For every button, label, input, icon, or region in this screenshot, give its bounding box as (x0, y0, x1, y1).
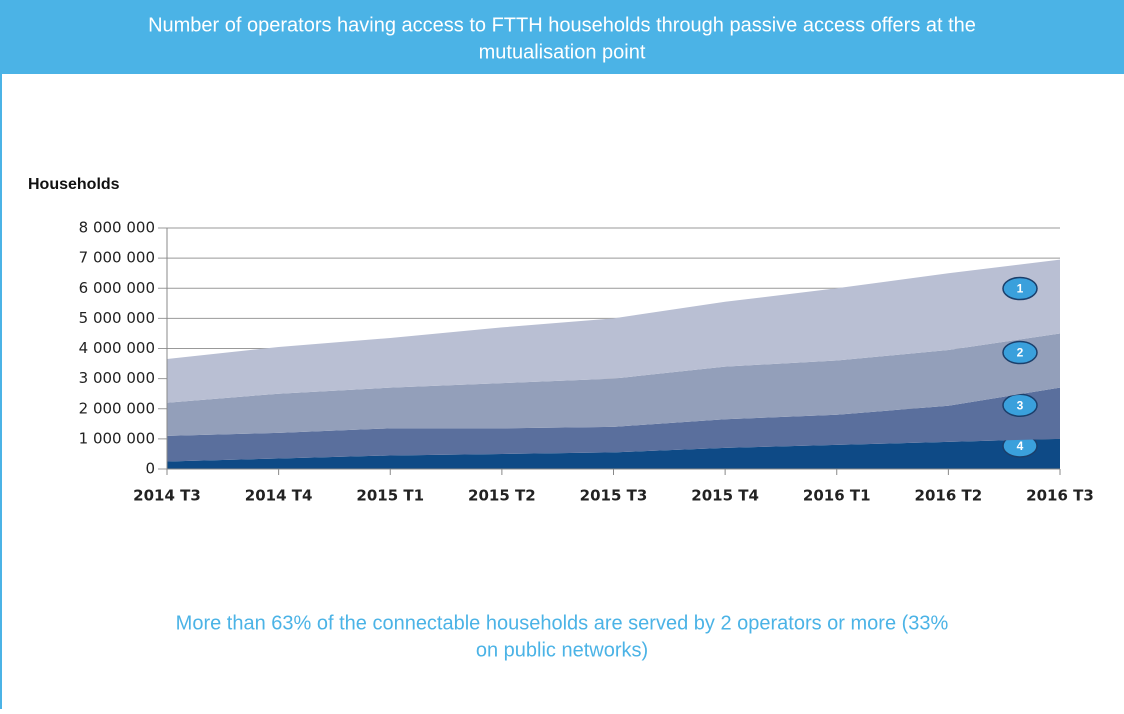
x-tick-label: 2014 T4 (245, 487, 313, 505)
series-label: 2 (1017, 346, 1024, 360)
y-tick-label: 8 000 000 (79, 219, 155, 237)
footer-line: on public networks) (476, 639, 648, 661)
x-tick-label: 2015 T3 (580, 487, 648, 505)
series-label: 4 (1017, 439, 1024, 453)
y-tick-label: 2 000 000 (79, 399, 155, 417)
x-tick-label: 2015 T4 (691, 487, 759, 505)
series-badge (1002, 393, 1038, 418)
y-tick-label: 3 000 000 (79, 369, 155, 387)
series-label: 3 (1017, 398, 1024, 412)
y-tick-label: 0 (145, 460, 155, 478)
x-tick-label: 2015 T2 (468, 487, 536, 505)
x-tick-label: 2014 T3 (133, 487, 201, 505)
area (167, 259, 1060, 403)
series-badge (1002, 340, 1038, 365)
y-tick-label: 4 000 000 (79, 339, 155, 357)
y-axis-label: Households (28, 176, 120, 193)
x-tick-label: 2016 T2 (915, 487, 983, 505)
area (167, 333, 1060, 436)
title-line: mutualisation point (479, 41, 646, 63)
y-tick-label: 1 000 000 (79, 429, 155, 447)
y-tick-label: 7 000 000 (79, 249, 155, 267)
x-tick-label: 2016 T3 (1026, 487, 1094, 505)
area (167, 387, 1060, 462)
x-tick-label: 2015 T1 (356, 487, 424, 505)
header-bar (0, 0, 1124, 74)
x-tick-label: 2016 T1 (803, 487, 871, 505)
footer-line: More than 63% of the connectable househo… (176, 612, 949, 634)
series-label: 1 (1017, 282, 1024, 296)
area (167, 438, 1060, 469)
y-tick-label: 5 000 000 (79, 309, 155, 327)
title-line: Number of operators having access to FTT… (148, 14, 976, 36)
series-badge (1002, 276, 1038, 301)
y-tick-label: 6 000 000 (79, 279, 155, 297)
